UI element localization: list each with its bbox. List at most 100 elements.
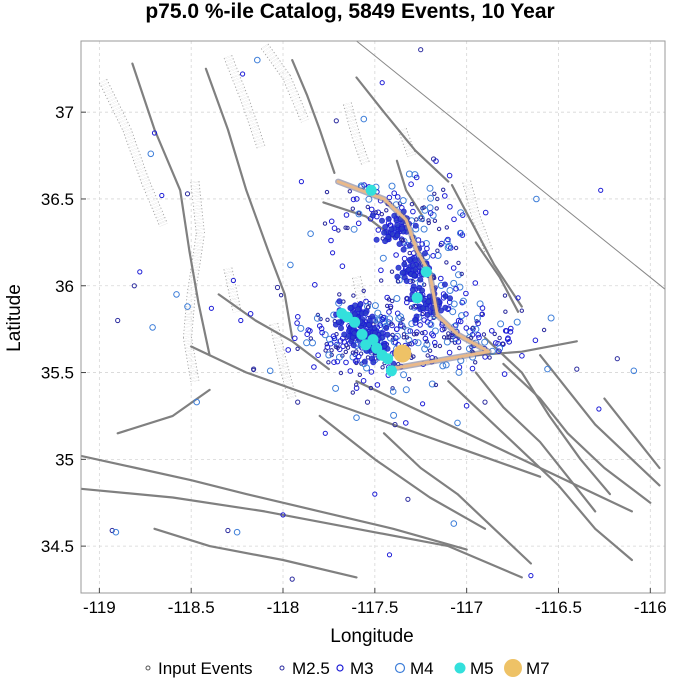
event-point	[295, 346, 300, 351]
event-point	[322, 221, 328, 226]
legend-marker-m25	[279, 665, 285, 671]
event-point	[355, 353, 362, 360]
event-point	[393, 326, 400, 333]
event-point	[353, 414, 360, 422]
event-point	[371, 302, 379, 310]
event-point	[147, 150, 155, 158]
event-point	[481, 338, 489, 346]
event-point	[292, 335, 298, 342]
event-point	[394, 221, 401, 228]
event-point	[453, 245, 459, 251]
event-point	[449, 308, 457, 316]
fault-line	[81, 487, 523, 579]
event-point	[457, 229, 464, 237]
event-point	[500, 341, 506, 347]
x-tick-label: -119	[83, 598, 116, 617]
event-point	[360, 115, 368, 123]
m5-event	[411, 292, 423, 304]
fault-line	[483, 336, 611, 496]
event-point	[361, 358, 368, 365]
event-point	[357, 372, 362, 377]
event-point	[427, 210, 434, 216]
event-point	[208, 305, 214, 311]
event-point	[472, 280, 479, 286]
event-point	[382, 223, 389, 230]
event-point	[331, 225, 338, 231]
event-point	[439, 362, 447, 370]
y-tick-label: 36.5	[41, 190, 74, 209]
event-point	[387, 303, 394, 310]
event-point	[345, 225, 350, 231]
event-point	[410, 208, 416, 215]
event-point	[463, 290, 469, 297]
event-point	[343, 212, 350, 218]
event-point	[112, 528, 120, 536]
event-point	[315, 352, 321, 359]
event-markers	[109, 47, 638, 582]
fault-line	[291, 59, 336, 174]
event-point	[420, 305, 427, 312]
event-point	[374, 309, 382, 317]
event-point	[405, 170, 413, 178]
fault-line	[190, 345, 542, 478]
m5-event	[365, 184, 377, 196]
event-point	[438, 240, 445, 247]
event-point	[463, 325, 470, 331]
event-point	[137, 269, 143, 275]
event-point	[354, 196, 360, 202]
event-point	[411, 354, 416, 359]
fault-zone-fill	[261, 44, 309, 123]
event-point	[350, 206, 355, 211]
event-point	[233, 528, 241, 536]
event-point	[289, 576, 295, 582]
event-point	[385, 233, 392, 240]
event-point	[373, 210, 378, 215]
event-point	[432, 218, 438, 224]
event-point	[328, 340, 334, 347]
event-point	[389, 269, 395, 274]
legend-marker-m7	[504, 659, 522, 677]
event-point	[311, 364, 317, 370]
event-point	[630, 367, 638, 375]
event-point	[266, 367, 274, 375]
event-point	[322, 430, 328, 436]
event-point	[398, 225, 405, 232]
event-point	[408, 320, 416, 328]
event-point	[435, 248, 440, 253]
event-point	[447, 204, 453, 210]
event-point	[335, 345, 340, 350]
event-point	[414, 339, 422, 347]
event-point	[430, 253, 436, 259]
event-point	[412, 316, 419, 323]
event-point	[396, 240, 403, 247]
event-point	[421, 317, 427, 323]
event-point	[435, 196, 440, 202]
event-point	[339, 263, 346, 270]
event-point	[379, 316, 386, 323]
event-point	[417, 214, 425, 222]
fault-line	[502, 362, 652, 504]
event-point	[541, 327, 547, 333]
event-point	[330, 333, 337, 340]
event-point	[395, 264, 402, 271]
event-point	[428, 380, 436, 388]
event-point	[225, 527, 231, 534]
event-point	[295, 399, 301, 405]
event-point	[389, 321, 394, 326]
legend-marker-m5	[454, 662, 466, 674]
event-point	[412, 257, 419, 264]
event-point	[386, 297, 392, 302]
event-point	[404, 327, 412, 335]
event-point	[312, 282, 318, 288]
event-point	[492, 331, 497, 337]
y-tick-label: 35	[55, 450, 74, 469]
event-point	[479, 311, 486, 318]
event-point	[406, 256, 413, 263]
event-point	[402, 386, 410, 394]
fault-line	[355, 76, 450, 183]
event-point	[400, 316, 405, 322]
event-point	[403, 420, 409, 426]
event-point	[354, 306, 361, 313]
event-point	[446, 295, 453, 302]
event-point	[444, 260, 449, 265]
